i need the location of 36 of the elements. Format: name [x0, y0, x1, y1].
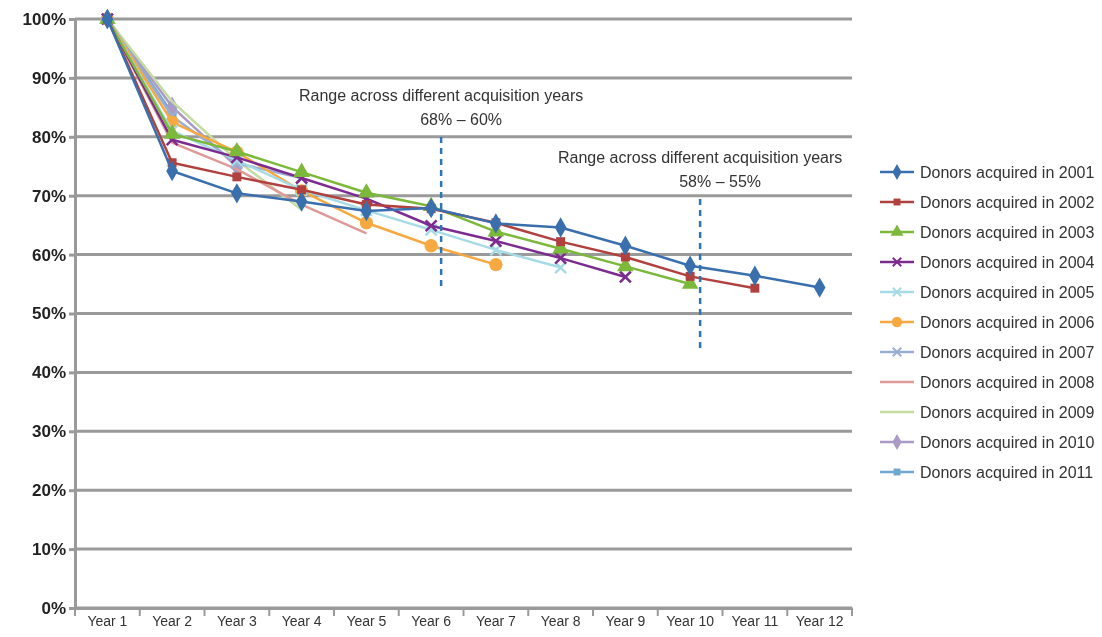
y-tick-label: 10% — [31, 540, 66, 560]
annotation: Range across different acquisition years 58% – 55% — [557, 149, 843, 190]
legend-label: Donors acquired in 2006 — [920, 314, 1095, 331]
legend-label: Donors acquired in 2002 — [920, 194, 1095, 211]
legend-label: Donors acquired in 2004 — [920, 254, 1095, 271]
legend-label: Donors acquired in 2003 — [920, 224, 1095, 241]
y-tick-label: 30% — [31, 422, 66, 442]
x-tick-label: Year 7 — [475, 612, 517, 629]
x-tick-label: Year 12 — [795, 612, 844, 629]
legend-label: Donors acquired in 2005 — [920, 284, 1095, 301]
y-tick-label: 90% — [31, 68, 66, 88]
legend-label: Donors acquired in 2007 — [920, 344, 1095, 361]
y-tick-label: 80% — [31, 127, 66, 147]
x-tick-label: Year 6 — [411, 612, 452, 629]
legend-label: Donors acquired in 2010 — [920, 434, 1095, 451]
y-tick-label: 0% — [41, 598, 66, 618]
legend-label: Donors acquired in 2001 — [920, 164, 1095, 181]
x-tick-label: Year 9 — [605, 612, 646, 629]
x-tick-label: Year 1 — [87, 612, 128, 629]
x-tick-label: Year 4 — [281, 612, 322, 629]
y-tick-label: 70% — [31, 186, 66, 206]
y-tick-label: 50% — [31, 304, 66, 324]
x-tick-label: Year 5 — [346, 612, 387, 629]
legend-label: Donors acquired in 2009 — [920, 404, 1095, 421]
y-tick-label: 40% — [31, 363, 66, 383]
x-tick-label: Year 10 — [666, 612, 715, 629]
x-tick-label: Year 2 — [152, 612, 193, 629]
legend-label: Donors acquired in 2008 — [920, 374, 1095, 391]
x-tick-label: Year 8 — [540, 612, 581, 629]
legend-label: Donors acquired in 2011 — [920, 464, 1094, 481]
y-tick-label: 20% — [31, 481, 66, 501]
y-tick-label: 60% — [31, 245, 66, 265]
x-tick-label: Year 11 — [731, 612, 779, 629]
annotation: Range across different acquisition years 68% – 60% — [298, 87, 584, 128]
y-tick-label: 100% — [22, 9, 66, 29]
x-tick-label: Year 3 — [216, 612, 258, 629]
